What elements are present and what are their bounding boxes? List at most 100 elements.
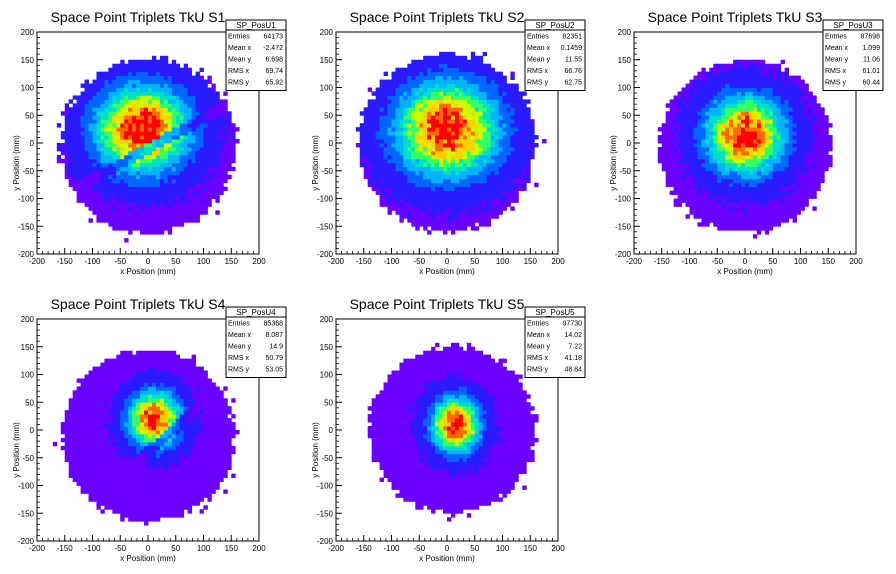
heatmap-cell [522,143,527,148]
heatmap-cell [745,206,750,211]
heatmap-cell [391,103,396,108]
heatmap-cell [713,206,718,211]
heatmap-cell [474,226,480,231]
heatmap-cell [462,119,468,124]
heatmap-cell [419,174,424,180]
x-tick-label: 150 [225,257,239,266]
heatmap-cell [359,162,365,168]
heatmap-cell [68,146,74,152]
heatmap-cell [443,123,448,128]
heatmap-cell [227,119,232,124]
heatmap-cell [144,63,149,69]
heatmap-cell [379,123,384,128]
heatmap-cell [92,135,97,140]
heatmap-cell [167,139,173,144]
heatmap-cell [752,150,758,156]
heatmap-cell [120,79,125,84]
heatmap-cell [231,150,236,156]
heatmap-cell [478,214,484,219]
heatmap-cell [780,119,786,124]
heatmap-cell [159,174,165,180]
heatmap-cell [435,115,440,120]
heatmap-cell [665,170,671,176]
heatmap-cell [776,63,782,69]
heatmap-cell [435,150,440,156]
heatmap-cell [470,190,476,195]
heatmap-cell [363,115,369,120]
heatmap-cell [435,63,440,69]
heatmap-cell [717,194,722,199]
heatmap-cell [443,162,448,168]
heatmap-cell [729,87,734,92]
heatmap-cell [494,107,499,112]
heatmap-cell [681,178,686,184]
heatmap-cell [179,174,185,180]
heatmap-cell [415,131,420,136]
heatmap-cell [379,107,384,112]
heatmap-cell [136,143,141,148]
heatmap-cell [112,63,117,69]
heatmap-cell [375,111,380,116]
heatmap-cell [772,111,778,116]
heatmap-cell [721,119,726,124]
heatmap-cell [136,178,141,184]
heatmap-cell [713,146,718,152]
heatmap-cell [486,131,491,136]
heatmap-cell [84,131,89,136]
heatmap-cell [84,111,89,116]
heatmap-cell [804,178,809,184]
heatmap-cell [792,194,797,199]
heatmap-cell [462,99,468,104]
heatmap-cell [383,79,388,84]
heatmap-cell [167,166,173,172]
heatmap-cell [717,119,722,124]
heatmap-cell [768,139,774,144]
heatmap-cell [776,135,782,140]
stats-label: RMS y [825,80,847,87]
heatmap-cell [140,194,145,199]
heatmap-cell [84,158,89,164]
heatmap-cell [363,158,369,164]
heatmap-cells [355,51,547,235]
heatmap-cell [132,226,137,231]
heatmap-cell [92,182,97,187]
stats-label: Mean x [825,45,848,52]
heatmap-cell [447,79,452,84]
heatmap-cell [191,123,196,128]
heatmap-cell [108,154,113,160]
heatmap-cell [478,55,484,61]
y-tick-label: 50 [622,111,631,120]
heatmap-cell [431,226,436,231]
heatmap-cell [427,75,432,80]
heatmap-cell [482,91,488,96]
heatmap-cell [203,182,208,187]
heatmap-cell [443,115,448,120]
heatmap-cell [124,119,129,124]
heatmap-cell [772,123,778,128]
heatmap-cell [502,103,507,108]
heatmap-cell [235,127,240,132]
heatmap-cell [661,123,667,128]
heatmap-cell [371,143,377,148]
heatmap-cell [443,194,448,199]
heatmap-cell [478,198,484,203]
heatmap-cell [756,218,762,223]
heatmap-cell [780,170,786,176]
heatmap-cell [159,115,165,120]
heatmap-cell [191,202,196,207]
heatmap-cell [159,135,165,140]
heatmap-cell [701,182,706,187]
heatmap-cell [466,79,472,84]
heatmap-cell [768,186,774,191]
heatmap-cell [745,174,750,180]
heatmap-cell [470,79,476,84]
heatmap-cell [494,194,499,199]
heatmap-cell [518,115,523,120]
heatmap-cell [768,182,774,187]
heatmap-cell [824,123,829,128]
heatmap-cell [116,99,121,104]
heatmap-cell [407,174,412,180]
heatmap-cell [151,218,157,223]
heatmap-cell [721,63,726,69]
heatmap-cell [705,131,710,136]
